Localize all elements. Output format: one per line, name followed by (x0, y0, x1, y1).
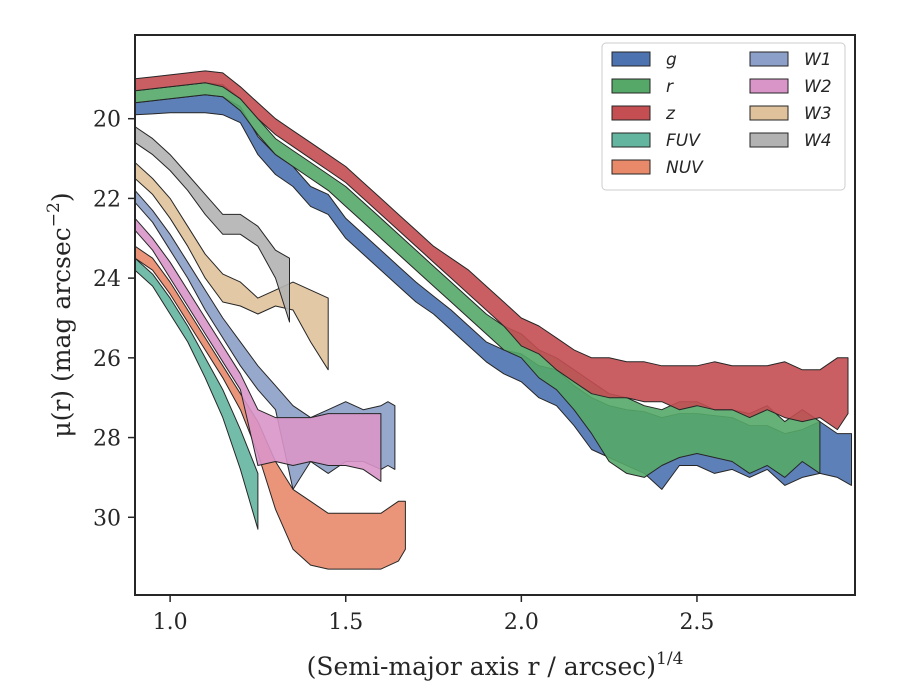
x-axis-label-exponent: 1/4 (656, 649, 683, 669)
legend-label-w4: W4 (804, 131, 832, 151)
band-z (135, 70, 849, 431)
plot-frame (134, 34, 856, 596)
x-tick-label: 2.0 (504, 610, 539, 635)
band-nuv (135, 245, 406, 570)
y-tick-label: 24 (93, 267, 121, 292)
band-fuv (135, 257, 259, 530)
legend-swatch-z (611, 105, 651, 121)
legend-swatch-w3 (749, 105, 789, 121)
y-tick-label: 28 (93, 427, 121, 452)
band-w2 (135, 217, 382, 482)
legend-swatch-g (611, 51, 651, 67)
y-tick-label: 26 (93, 347, 121, 372)
legend-swatch-nuv (611, 159, 651, 175)
legend-label-fuv: FUV (666, 131, 701, 151)
series-layer (135, 70, 852, 570)
y-axis-label: μ(r) (mag arcsec−2) (44, 192, 76, 437)
legend-label-w2: W2 (804, 77, 832, 97)
legend: grz FUV NUV W1 W2 W3 W4 (601, 42, 846, 191)
x-tick-label: 1.5 (328, 610, 363, 635)
legend-label-r: r (666, 77, 674, 97)
y-tick-label: 22 (93, 187, 121, 212)
ticks-layer: 1.0 1.5 2.0 2.5 20 22 24 26 28 30 (93, 108, 714, 635)
legend-swatch-r (611, 78, 651, 94)
band-w3 (135, 162, 329, 371)
legend-label-nuv: NUV (666, 158, 704, 178)
y-axis-label-exponent: −2 (44, 202, 64, 227)
x-tick-label: 1.0 (153, 610, 188, 635)
band-w4 (135, 126, 290, 323)
band-r (135, 82, 821, 478)
y-tick-label: 30 (93, 506, 121, 531)
legend-label-w3: W3 (804, 104, 832, 124)
y-tick-label: 20 (93, 108, 121, 133)
legend-label-z: z (665, 104, 676, 124)
band-g (135, 94, 852, 490)
x-axis-label: (Semi-major axis r / arcsec)1/4 (307, 649, 684, 681)
legend-swatch-w4 (749, 132, 789, 148)
x-tick-label: 2.5 (679, 610, 714, 635)
legend-swatch-fuv (611, 132, 651, 148)
legend-label-w1: W1 (804, 50, 832, 70)
legend-swatch-w1 (749, 51, 789, 67)
legend-swatch-w2 (749, 78, 789, 94)
legend-label-g: g (666, 50, 677, 70)
